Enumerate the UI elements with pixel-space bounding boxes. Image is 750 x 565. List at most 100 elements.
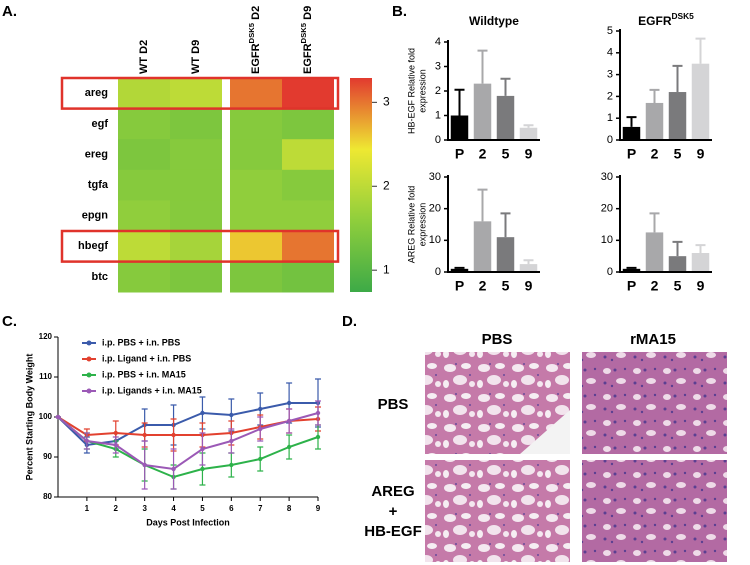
error-bar: [477, 49, 488, 84]
legend-marker: [86, 388, 92, 394]
x-tick-label: 7: [258, 504, 263, 513]
column-label: WT D9: [190, 40, 202, 74]
heatmap-cell: [170, 231, 222, 262]
x-tick-label: 8: [287, 504, 292, 513]
point: [315, 410, 321, 416]
point: [171, 466, 176, 472]
row-label: btc: [92, 271, 109, 283]
x-tick-label: 2: [114, 504, 119, 513]
error-bar: [523, 124, 534, 128]
text-part: EGFR: [250, 43, 262, 74]
legend-marker: [86, 356, 92, 362]
x-tick-label: 9: [525, 146, 533, 162]
heatmap-cell: [230, 78, 282, 109]
heatmap-cell: [170, 200, 222, 232]
text-part: EGFR: [638, 14, 672, 28]
row-label: egf: [92, 118, 109, 130]
error-bar: [672, 64, 683, 93]
x-tick-label: 5: [502, 278, 510, 294]
y-tick-label: 4: [435, 36, 441, 48]
y-tick-label: 20: [429, 203, 441, 215]
row-label: HB-EGF: [364, 523, 422, 540]
point: [113, 442, 118, 448]
point: [200, 410, 205, 416]
error-bar: [695, 37, 706, 64]
legend-label: i.p. Ligands + i.n. MA15: [102, 385, 202, 395]
bar: [519, 127, 538, 140]
heatmap-cell: [170, 261, 222, 293]
point: [171, 432, 176, 438]
y-tick-label: 30: [601, 171, 613, 183]
bar: [450, 115, 469, 140]
y-tick-label: 10: [429, 234, 441, 246]
legend-marker: [86, 340, 92, 346]
text-part: DSK5: [672, 11, 695, 21]
y-tick-label: 2: [607, 90, 613, 102]
error-bar: [626, 116, 637, 127]
error-bar: [649, 212, 660, 233]
column-label: WT D2: [138, 40, 150, 74]
heatmap-cell: [230, 200, 282, 232]
error-bar: [649, 88, 660, 103]
x-tick-label: 9: [697, 146, 705, 162]
heatmap-cell: [282, 139, 334, 171]
column-label: EGFRDSK5 D9: [299, 6, 314, 74]
heatmap-cell: [170, 139, 222, 171]
bar: [668, 256, 687, 272]
heatmap-cell: [118, 169, 170, 201]
panel-label: B.: [392, 3, 407, 20]
point: [286, 444, 292, 450]
y-axis-label: Percent Starting Body Weight: [24, 354, 34, 481]
y-axis-label: expression: [417, 203, 427, 247]
x-tick-label: 5: [200, 504, 205, 513]
legend-label: i.p. PBS + i.n. MA15: [102, 369, 186, 379]
heatmap-cell: [118, 261, 170, 293]
point: [84, 438, 90, 444]
y-tick-label: 3: [435, 60, 441, 72]
point: [315, 434, 321, 440]
heatmap-cell: [170, 108, 222, 140]
row-label: tgfa: [88, 179, 109, 191]
row-highlight: [60, 76, 340, 110]
x-tick-label: 2: [651, 146, 659, 162]
y-tick-label: 10: [601, 234, 613, 246]
axis: [619, 29, 712, 141]
heatmap-cell: [118, 231, 170, 262]
micrograph: [582, 460, 727, 562]
y-axis-label: HB-EGF Relative fold: [406, 48, 416, 134]
point: [142, 432, 147, 438]
row-label: ereg: [85, 148, 108, 160]
heatmap-cell: [118, 108, 170, 140]
y-tick-label: 4: [607, 47, 613, 59]
chart-title: EGFRDSK5: [638, 11, 694, 28]
point: [229, 462, 234, 468]
legend-label: i.p. Ligand + i.n. PBS: [102, 353, 191, 363]
x-tick-label: 2: [651, 278, 659, 294]
text-part: DSK5: [299, 22, 308, 43]
text-part: D2: [250, 6, 262, 23]
row-label: PBS: [378, 396, 409, 413]
panel-label: D.: [342, 313, 357, 330]
y-tick-label: 2: [435, 85, 441, 97]
y-axis-label: AREG Relative fold: [406, 186, 416, 264]
heatmap-cell: [282, 169, 334, 201]
bar: [496, 237, 515, 272]
row-label: AREG: [371, 483, 414, 500]
error-bar: [672, 240, 683, 257]
heatmap-cell: [230, 261, 282, 293]
x-tick-label: P: [455, 146, 464, 162]
point: [286, 400, 292, 406]
x-tick-label: 9: [316, 504, 321, 513]
bar: [622, 268, 641, 272]
bar: [473, 221, 492, 272]
error-bar: [523, 259, 534, 265]
x-tick-label: 5: [674, 278, 682, 294]
y-tick-label: 0: [607, 266, 613, 278]
column-label: PBS: [482, 331, 513, 348]
heatmap-cell: [118, 200, 170, 232]
heatmap-cell: [230, 139, 282, 171]
bar: [496, 95, 515, 140]
row-label: epgn: [82, 210, 109, 222]
point: [200, 466, 205, 472]
x-tick-label: 9: [697, 278, 705, 294]
